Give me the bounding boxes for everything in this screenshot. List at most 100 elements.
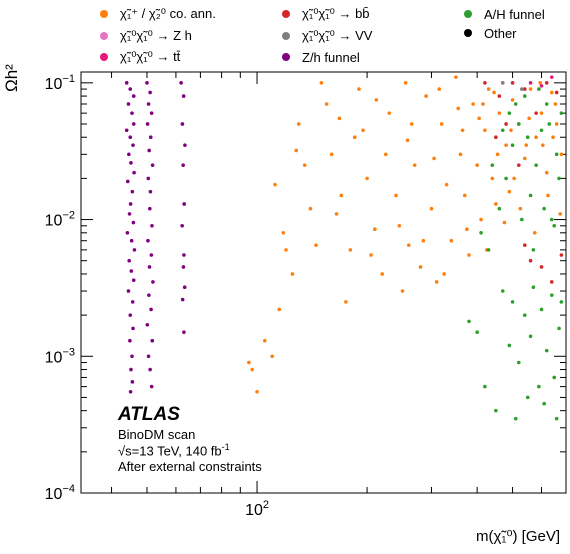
data-point [537,87,541,91]
data-point [149,111,154,115]
data-point [146,238,150,243]
data-point [128,338,132,343]
scan-label: BinoDM scan [118,427,196,442]
legend-marker [464,29,472,37]
data-point [471,102,475,106]
legend-label: χ̃₁⁰χ̃₁⁰ → Z h [120,28,192,43]
data-point [509,128,513,133]
data-point [250,367,254,372]
data-point [557,176,561,181]
data-point [434,280,439,284]
data-point [439,122,444,126]
data-point [127,152,131,157]
data-point [492,90,496,95]
data-point [131,94,136,98]
data-point [520,217,524,222]
data-point [397,224,402,228]
data-point [517,360,521,365]
lumi-exponent: -1 [221,442,230,452]
data-point [145,81,149,85]
data-point [406,243,411,247]
data-point [334,212,339,216]
data-point [432,156,436,161]
data-point [495,152,500,157]
data-point [542,401,546,406]
data-point [277,307,282,312]
data-point [150,224,154,228]
data-point [547,122,552,126]
data-point [324,102,329,106]
data-point [412,163,417,167]
legend-label: χ̃₁⁰χ̃₁⁰ → bb̄ [302,6,370,21]
data-point [549,293,554,297]
legend-item-zh-funnel: Z/h funnel [282,48,360,66]
data-point [148,367,152,372]
data-point [513,102,518,106]
legend: χ̃₁⁺ / χ̃₂⁰ co. ann. χ̃₁⁰χ̃₁⁰ → Z h χ̃₁⁰… [0,0,570,70]
data-point [442,272,446,276]
data-point [510,143,515,147]
data-point [181,94,186,98]
data-point [128,135,133,140]
data-point [365,176,369,181]
data-point [454,75,458,79]
data-point [128,389,133,394]
data-point [554,152,559,157]
data-point [504,122,508,126]
x-tick-label: 102 [245,499,269,519]
y-axis-label: Ωh² [2,64,21,92]
legend-marker [282,32,290,40]
data-point [405,138,410,143]
data-point [131,326,135,331]
legend-item-ah-funnel: A/H funnel [464,5,545,23]
data-point [460,128,465,133]
data-point [539,111,544,115]
data-point [290,272,295,276]
data-point [130,189,135,194]
data-point [148,90,152,95]
data-point [418,265,423,269]
data-point [182,330,186,334]
atlas-label: ATLAS [118,404,180,425]
data-point [130,111,134,115]
legend-marker [100,10,108,18]
legend-item-bb: χ̃₁⁰χ̃₁⁰ → bb̄ [282,5,370,23]
data-point [129,238,134,243]
data-point [352,135,357,140]
data-point [510,81,515,85]
legend-marker [100,53,108,61]
data-point [449,238,454,243]
data-point [180,297,185,302]
legend-label: χ̃₁⁺ / χ̃₂⁰ co. ann. [120,6,216,21]
y-tick-label: 10−3 [45,346,75,366]
legend-item-vv: χ̃₁⁰χ̃₁⁰ → VV [282,27,372,45]
data-point [504,143,508,147]
data-point [522,94,527,98]
data-point [125,231,130,235]
data-point [281,231,286,235]
data-point [339,193,344,198]
data-point [127,212,132,216]
legend-label: χ̃₁⁰χ̃₁⁰ → tt̄ [120,49,181,64]
data-point [444,182,449,187]
legend-label: Other [484,25,517,41]
data-point [528,193,533,198]
y-tick-label: 10−1 [45,73,75,93]
data-point [149,307,153,312]
legend-marker [100,32,108,40]
data-point [383,152,388,157]
data-point [502,220,507,225]
y-tick-label: 10−2 [45,210,75,230]
data-point [179,81,183,85]
data-point [150,163,155,167]
data-point [128,202,133,206]
data-point [262,338,267,343]
data-point [130,380,135,384]
data-point [255,389,259,394]
data-point [329,152,334,157]
data-point [479,231,483,235]
data-point [124,128,129,133]
data-point [553,102,558,106]
data-point [490,176,495,181]
data-point [284,248,288,252]
